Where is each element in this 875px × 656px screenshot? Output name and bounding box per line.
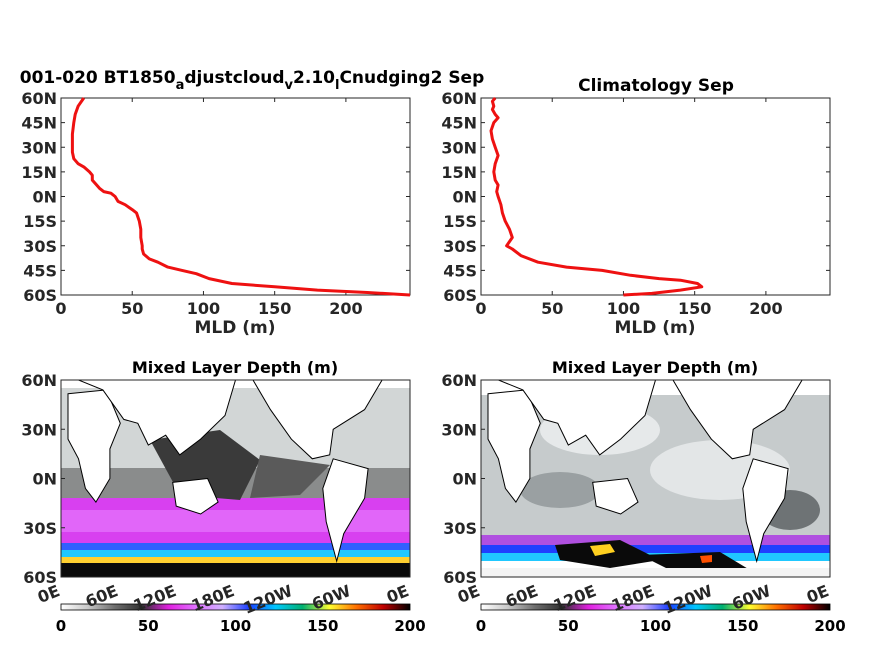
colorbar-tick-label: 0 xyxy=(476,617,486,635)
map-right-panel: 60N 30N 0N 30S 60S xyxy=(441,371,831,587)
map-xtick-label: 0E xyxy=(804,581,832,607)
map-ytick-label: 30N xyxy=(441,420,477,439)
map-right-xticks: 0E 60E 120E 180E 120W 60W 0E xyxy=(455,581,832,618)
continent-outline xyxy=(487,389,541,503)
colorbar-tick-label: 0 xyxy=(56,617,66,635)
profile-ytick-label: 30S xyxy=(23,237,57,256)
colorbar-right: 0 50 100 150 200 xyxy=(476,603,846,635)
profile-ytick-label: 30N xyxy=(441,138,477,157)
map-left-panel: 60N 30N 0N 30S 60S xyxy=(21,371,411,587)
profile-ytick-label: 0N xyxy=(452,188,477,207)
colorbar-tick-label: 200 xyxy=(394,617,425,635)
profile-left-line xyxy=(70,97,411,297)
continent-outline xyxy=(172,477,219,515)
map-left-title: Mixed Layer Depth (m) xyxy=(132,358,338,377)
profile-ytick-label: 60S xyxy=(443,286,477,305)
colorbar-tick-label: 50 xyxy=(558,617,579,635)
profile-xtick-label: 50 xyxy=(541,299,563,318)
profile-ytick-label: 30N xyxy=(21,138,57,157)
profile-right-line xyxy=(489,97,704,297)
profile-ytick-label: 15S xyxy=(443,212,477,231)
profile-ytick-label: 45S xyxy=(23,261,57,280)
profile-ytick-label: 45S xyxy=(443,261,477,280)
profile-xtick-label: 100 xyxy=(607,299,640,318)
continent-outline xyxy=(252,380,383,460)
profile-xtick-label: 50 xyxy=(121,299,143,318)
map-right-title: Mixed Layer Depth (m) xyxy=(552,358,758,377)
profile-left-xlabel: MLD (m) xyxy=(194,318,275,338)
map-ytick-label: 30S xyxy=(23,519,57,538)
profile-ytick-label: 60N xyxy=(441,89,477,108)
map-left-xticks: 0E 60E 120E 180E 120W 60W 0E xyxy=(35,581,412,618)
colorbar-tick-label: 100 xyxy=(220,617,251,635)
profile-ytick-label: 30S xyxy=(443,237,477,256)
map-xtick-label: 0E xyxy=(384,581,412,607)
profile-ytick-label: 0N xyxy=(32,188,57,207)
map-ytick-label: 60N xyxy=(21,371,57,390)
profile-xtick-label: 0 xyxy=(55,299,66,318)
map-xtick-label: 120W xyxy=(241,581,296,618)
profile-ytick-label: 15S xyxy=(23,212,57,231)
continent-outline xyxy=(592,477,639,515)
profile-ytick-label: 45N xyxy=(21,114,57,133)
colorbar-left: 0 50 100 150 200 xyxy=(56,603,426,635)
profile-ytick-label: 60S xyxy=(23,286,57,305)
map-right-blue-band xyxy=(481,545,830,553)
profile-xtick-label: 200 xyxy=(329,299,362,318)
map-ytick-label: 0N xyxy=(452,470,477,489)
profile-xtick-label: 0 xyxy=(475,299,486,318)
profile-right-axes-box xyxy=(480,97,831,296)
colorbar-tick-label: 50 xyxy=(138,617,159,635)
profile-ytick-label: 60N xyxy=(21,89,57,108)
map-xtick-label: 120W xyxy=(661,581,716,618)
profile-xtick-label: 200 xyxy=(749,299,782,318)
profile-left-axes-box xyxy=(60,97,411,296)
continent-outline xyxy=(672,380,803,460)
profile-ytick-label: 15N xyxy=(21,163,57,182)
profile-xtick-label: 150 xyxy=(678,299,711,318)
profile-right-title: Climatology Sep xyxy=(578,76,734,96)
continent-outline xyxy=(67,389,121,503)
map-ytick-label: 30N xyxy=(21,420,57,439)
map-ytick-label: 60S xyxy=(443,568,477,587)
continent-outline xyxy=(78,380,237,456)
profile-left-title: 001-020 BT1850adjustcloudv2.10lCnudging2… xyxy=(20,68,485,93)
colorbar-tick-label: 100 xyxy=(640,617,671,635)
map-ytick-label: 60N xyxy=(441,371,477,390)
colorbar-tick-label: 150 xyxy=(307,617,338,635)
continent-outline xyxy=(742,458,789,564)
continent-outline xyxy=(498,380,657,456)
profile-xtick-label: 150 xyxy=(258,299,291,318)
map-ytick-label: 30S xyxy=(443,519,477,538)
map-left-black-band xyxy=(61,563,410,577)
continent-outline xyxy=(322,458,369,564)
map-ytick-label: 0N xyxy=(32,470,57,489)
colorbar-tick-label: 200 xyxy=(814,617,845,635)
colorbar-tick-label: 150 xyxy=(727,617,758,635)
profile-ytick-label: 15N xyxy=(441,163,477,182)
map-ytick-label: 60S xyxy=(23,568,57,587)
profile-right-xlabel: MLD (m) xyxy=(614,318,695,338)
profile-xtick-label: 100 xyxy=(187,299,220,318)
profile-ytick-label: 45N xyxy=(441,114,477,133)
